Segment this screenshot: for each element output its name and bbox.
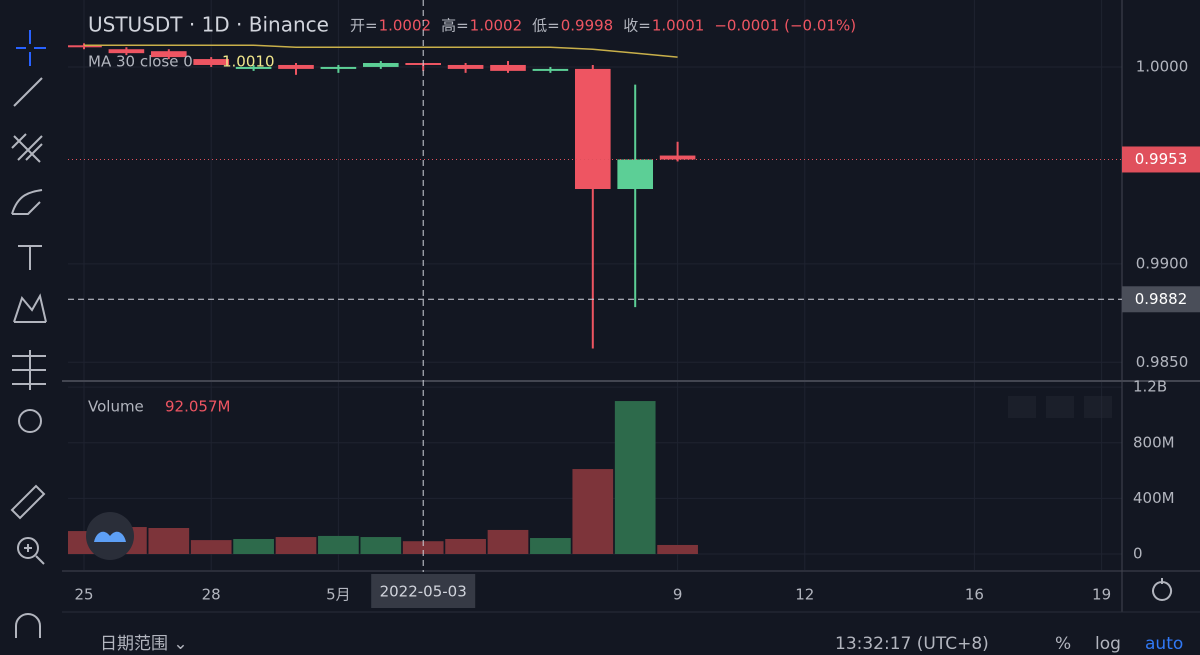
readout-value: 1.0001 (652, 17, 705, 35)
readout-value: 1.0002 (470, 17, 523, 35)
readout-value: 0.9998 (561, 17, 614, 35)
percent-toggle[interactable]: % (1055, 634, 1071, 654)
date-range[interactable]: 日期范围 ⌄ (100, 634, 188, 654)
x-tick-label: 19 (1092, 586, 1111, 604)
x-tick-label: 16 (965, 586, 984, 604)
candle-body (362, 63, 399, 67)
candle-body (278, 64, 314, 69)
log-toggle[interactable]: log (1095, 634, 1121, 654)
volume-bar (360, 537, 402, 555)
volume-bar (148, 528, 190, 555)
x-tick-label: 28 (202, 586, 221, 604)
crosshair-tag (371, 574, 476, 608)
readout-change: −0.0001 (−0.01%) (714, 17, 856, 35)
price-tag (1122, 286, 1200, 313)
pattern-tool[interactable] (13, 293, 47, 323)
x-tick-label: 12 (795, 586, 814, 604)
readout-value: 1.0002 (379, 17, 432, 35)
zoom-tool[interactable] (17, 537, 39, 559)
volume-bar (275, 537, 317, 555)
volume-bar (530, 538, 571, 555)
volume-bar (445, 538, 486, 555)
y-tick-label: 0.9900 (1136, 254, 1189, 272)
candle-body (659, 155, 696, 160)
volume-bar (487, 529, 529, 555)
ruler-tool[interactable] (10, 484, 46, 520)
icon-tool[interactable] (18, 409, 42, 433)
volume-bar (657, 544, 698, 555)
candle-body (235, 66, 272, 69)
volume-bar (614, 401, 656, 555)
clock: 13:32:17 (UTC+8) (835, 634, 989, 654)
logo-cloud (94, 531, 126, 542)
ma-value: 1.0010 (222, 53, 275, 71)
price-tag-label: 0.9882 (1135, 290, 1188, 308)
button[interactable] (1008, 396, 1036, 418)
text-tool[interactable] (18, 245, 42, 270)
y-tick-label: 0.9850 (1136, 353, 1189, 371)
candle-body (68, 45, 102, 48)
y2-tick-label: 400M (1133, 489, 1175, 507)
price-pane (68, 43, 696, 349)
readout-label: 收= (623, 17, 651, 35)
candle-body (108, 49, 145, 54)
measure-tool[interactable] (12, 350, 46, 390)
pane-buttons[interactable] (1008, 396, 1112, 418)
zoom-plus[interactable] (24, 544, 45, 565)
readout-label: 开= (350, 17, 378, 35)
y-tick-label: 1.0000 (1136, 57, 1189, 75)
y2-tick-label: 0 (1133, 545, 1143, 563)
x-tick-label: 25 (74, 586, 93, 604)
crosshair-label: 2022-05-03 (380, 583, 467, 601)
y2-tick-label: 1.2B (1133, 378, 1167, 396)
volume-pane (68, 401, 698, 555)
volume-bar (318, 535, 359, 555)
volume-bar (572, 469, 614, 555)
chart-title: USTUSDT · 1D · Binance (88, 13, 329, 37)
price-tag (1122, 146, 1200, 173)
volume-bar (402, 541, 444, 555)
volume-value: 92.057M (165, 398, 230, 416)
readout-label: 低= (532, 17, 560, 35)
ma-line (84, 44, 678, 58)
candle-body (574, 68, 611, 190)
candle-body (490, 64, 526, 71)
fib-tool[interactable] (11, 133, 43, 163)
x-tick-label: 5月 (326, 586, 351, 604)
toolbar[interactable] (10, 30, 1173, 638)
candle-body (320, 66, 357, 69)
crosshair-tool[interactable] (16, 30, 46, 66)
axes: 25 28 5月 9 12 16 19 1.0000 0.9900 0.9850 0 400M 800M… (74, 57, 1188, 603)
line-tool[interactable] (13, 77, 43, 107)
volume-bar (233, 538, 274, 555)
candle-body (150, 51, 187, 58)
candle-body (532, 68, 569, 71)
candle-body (193, 59, 230, 65)
auto-toggle[interactable]: auto (1145, 634, 1183, 654)
readout-label: 高= (441, 17, 469, 35)
y2-tick-label: 800M (1133, 433, 1175, 451)
button[interactable] (1084, 396, 1112, 418)
button[interactable] (1046, 396, 1074, 418)
volume-label: Volume (88, 398, 144, 416)
ma-label: MA 30 close 0 (88, 53, 193, 71)
candle-body (447, 64, 484, 69)
x-tick-label: 9 (673, 586, 683, 604)
brush-tool[interactable] (11, 189, 43, 215)
readout: 开= 1.0002 高= 1.0002 低= 0.9998 收= 1.0001 −0.0001 … (350, 17, 856, 35)
settings[interactable] (1152, 578, 1173, 601)
price-tag-label: 0.9953 (1135, 150, 1188, 168)
magnet-tool[interactable] (15, 613, 41, 638)
candle-body (617, 159, 654, 190)
volume-bar (190, 540, 232, 555)
